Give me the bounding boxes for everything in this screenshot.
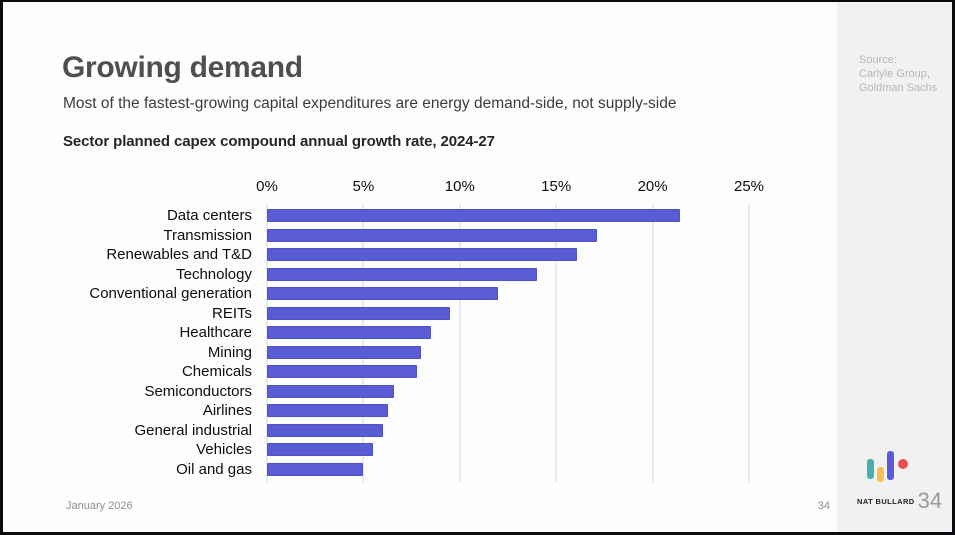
bar [267, 345, 422, 359]
bar-row: Oil and gas [62, 460, 804, 480]
category-label: Oil and gas [176, 460, 252, 478]
x-tick-label: 10% [444, 178, 475, 195]
gridline [266, 204, 268, 482]
brand-name: NAT BULLARD [857, 496, 915, 506]
bar-row: Conventional generation [62, 284, 804, 304]
bar-track [267, 384, 749, 398]
bar-track [267, 326, 749, 340]
category-label: Transmission [163, 226, 252, 244]
slide: Growing demand Most of the fastest-growi… [3, 2, 952, 532]
category-label: Renewables and T&D [106, 246, 252, 264]
brand-line: NAT BULLARD 34 [857, 490, 947, 512]
chart-title: Sector planned capex compound annual gro… [63, 133, 495, 150]
logo-red-dot [898, 459, 908, 469]
bar-chart-logo-icon [865, 450, 915, 486]
bar-track [267, 365, 749, 379]
gridline [362, 204, 364, 482]
bar-row: Technology [62, 265, 804, 285]
bar-track [267, 248, 749, 262]
source-line: Source: [859, 54, 897, 66]
bar [267, 267, 537, 281]
bar [267, 209, 680, 223]
bar [267, 384, 395, 398]
brand-block: NAT BULLARD 34 [857, 450, 947, 512]
x-tick-label: 25% [733, 178, 765, 195]
bar [267, 462, 364, 476]
category-label: Chemicals [181, 363, 252, 381]
bar [267, 248, 578, 262]
logo-yellow-bar [877, 467, 884, 482]
bar-row: Transmission [62, 226, 804, 246]
category-label: Airlines [202, 402, 252, 420]
bar [267, 423, 383, 437]
category-label: Data centers [166, 207, 252, 225]
bar-track [267, 228, 749, 242]
right-sidebar: Source: Carlyle Group, Goldman Sachs NAT… [837, 2, 952, 532]
gridlines [266, 204, 750, 482]
category-label: General industrial [134, 421, 252, 439]
x-tick-label: 0% [256, 178, 278, 195]
bar-rows: Data centers Transmission Renewables and T… [62, 204, 804, 479]
bar-track [267, 267, 749, 281]
bar-row: Chemicals [62, 362, 804, 382]
category-label: Conventional generation [89, 285, 252, 303]
x-axis: 0% 5% 10% 15% 20% 25% [256, 172, 764, 204]
bar-row: Healthcare [62, 323, 804, 343]
bar-row: REITs [62, 304, 804, 324]
logo-indigo-bar [887, 451, 894, 480]
bar [267, 443, 374, 457]
chart-plot-area: Data centers Transmission Renewables and T… [62, 204, 804, 482]
page-number: 34 [817, 500, 830, 512]
bar [267, 326, 431, 340]
bar-chart: 0% 5% 10% 15% 20% 25% Data centers Transmissio… [62, 172, 804, 482]
bar [267, 287, 499, 301]
source-note: Source: Carlyle Group, Goldman Sachs [859, 53, 937, 95]
bar-row: Semiconductors [62, 382, 804, 402]
category-label: Technology [176, 265, 252, 283]
x-tick-label: 5% [352, 178, 375, 195]
bar-track [267, 462, 749, 476]
category-label: REITs [211, 304, 252, 322]
source-line: Carlyle Group, [859, 68, 930, 80]
bar [267, 306, 451, 320]
bar-track [267, 306, 749, 320]
bar-track [267, 404, 749, 418]
bar-track [267, 345, 749, 359]
bar-row: Airlines [62, 401, 804, 421]
category-label: Mining [207, 343, 252, 361]
bar-track [267, 287, 749, 301]
gridline [748, 204, 750, 482]
bar-row: Vehicles [62, 440, 804, 460]
bar-track [267, 423, 749, 437]
bar-row: Mining [62, 343, 804, 363]
gridline [555, 204, 557, 482]
bar-track [267, 209, 749, 223]
source-line: Goldman Sachs [859, 82, 938, 94]
category-label: Healthcare [179, 324, 252, 342]
logo-teal-bar [867, 459, 874, 479]
subtitle: Most of the fastest-growing capital expe… [63, 95, 677, 112]
footer-date: January 2026 [66, 500, 133, 512]
bar [267, 228, 597, 242]
bar-row: Data centers [62, 206, 804, 226]
bar [267, 404, 389, 418]
category-label: Vehicles [196, 441, 252, 459]
gridline [459, 204, 461, 482]
page-title: Growing demand [62, 51, 303, 84]
gridline [652, 204, 654, 482]
bar-row: Renewables and T&D [62, 245, 804, 265]
bar-row: General industrial [62, 421, 804, 441]
category-label: Semiconductors [144, 382, 252, 400]
brand-page-number: 34 [917, 488, 943, 513]
x-tick-label: 15% [541, 178, 572, 195]
bar-track [267, 443, 749, 457]
bar [267, 365, 418, 379]
x-tick-label: 20% [637, 178, 668, 195]
